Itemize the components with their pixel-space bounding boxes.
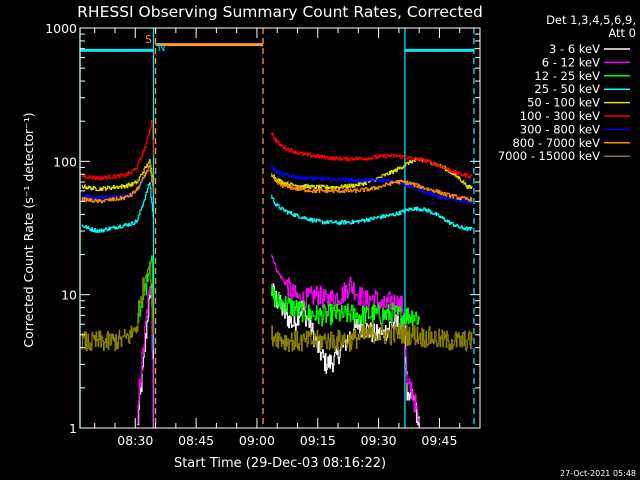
x-tick-label-5: 09:45 xyxy=(421,433,457,448)
legend-label-0: 3 - 6 keV xyxy=(549,42,600,56)
y-tick-label-3: 1000 xyxy=(45,21,77,36)
series-line-4-0 xyxy=(81,159,154,192)
series-line-6-1 xyxy=(271,164,473,204)
marker-label-s: S xyxy=(145,34,152,46)
x-tick-label-1: 08:45 xyxy=(178,433,214,448)
chart-title: RHESSI Observing Summary Count Rates, Co… xyxy=(77,3,483,21)
x-tick-label-0: 08:30 xyxy=(117,433,153,448)
series-6 xyxy=(81,163,473,204)
series-7 xyxy=(81,164,473,204)
series-line-0-0 xyxy=(137,284,154,428)
x-tick-label-4: 09:30 xyxy=(361,433,397,448)
series-line-4-1 xyxy=(271,158,473,190)
legend-label-7: 800 - 7000 keV xyxy=(512,136,600,150)
x-axis-label: Start Time (29-Dec-03 08:16:22) xyxy=(174,456,386,471)
series-5 xyxy=(81,119,473,181)
series-line-7-0 xyxy=(81,164,154,204)
y-tick-label-0: 1 xyxy=(69,421,77,436)
marker-label-n: N xyxy=(158,42,166,54)
series-0 xyxy=(137,283,420,428)
series-8 xyxy=(81,261,473,353)
series-line-1-1 xyxy=(271,254,420,428)
x-tick-label-3: 09:15 xyxy=(300,433,336,448)
series-line-1-0 xyxy=(137,287,154,428)
y-tick-label-1: 10 xyxy=(61,288,77,303)
series-line-5-1 xyxy=(271,132,473,179)
plot-frame xyxy=(79,27,481,429)
series-line-2-1 xyxy=(271,283,420,327)
series-1 xyxy=(137,254,420,428)
legend-header-attenuator: Att 0 xyxy=(608,26,636,40)
series-line-6-0 xyxy=(81,163,154,201)
series-line-8-1 xyxy=(271,322,473,353)
legend-label-1: 6 - 12 keV xyxy=(542,55,600,69)
series-line-3-0 xyxy=(81,182,154,234)
series-line-5-0 xyxy=(81,119,154,181)
legend-label-5: 100 - 300 keV xyxy=(520,109,600,123)
series-3 xyxy=(81,182,473,234)
footer-timestamp: 27-Oct-2021 05:48 xyxy=(560,469,636,478)
legend-label-2: 12 - 25 keV xyxy=(534,69,600,83)
series-line-8-0 xyxy=(81,261,154,352)
y-axis-label: Corrected Count Rate (s⁻¹ detector⁻¹) xyxy=(21,112,36,347)
series-line-3-1 xyxy=(271,194,473,232)
series-line-7-1 xyxy=(271,175,473,202)
legend-header-detectors: Det 1,3,4,5,6,9, xyxy=(546,13,636,27)
legend-label-4: 50 - 100 keV xyxy=(527,96,600,110)
y-tick-label-2: 100 xyxy=(53,154,77,169)
x-tick-label-2: 09:00 xyxy=(239,433,275,448)
legend-label-8: 7000 - 15000 keV xyxy=(498,149,600,163)
legend-label-3: 25 - 50 keV xyxy=(534,82,600,96)
legend-label-6: 300 - 800 keV xyxy=(520,122,600,136)
